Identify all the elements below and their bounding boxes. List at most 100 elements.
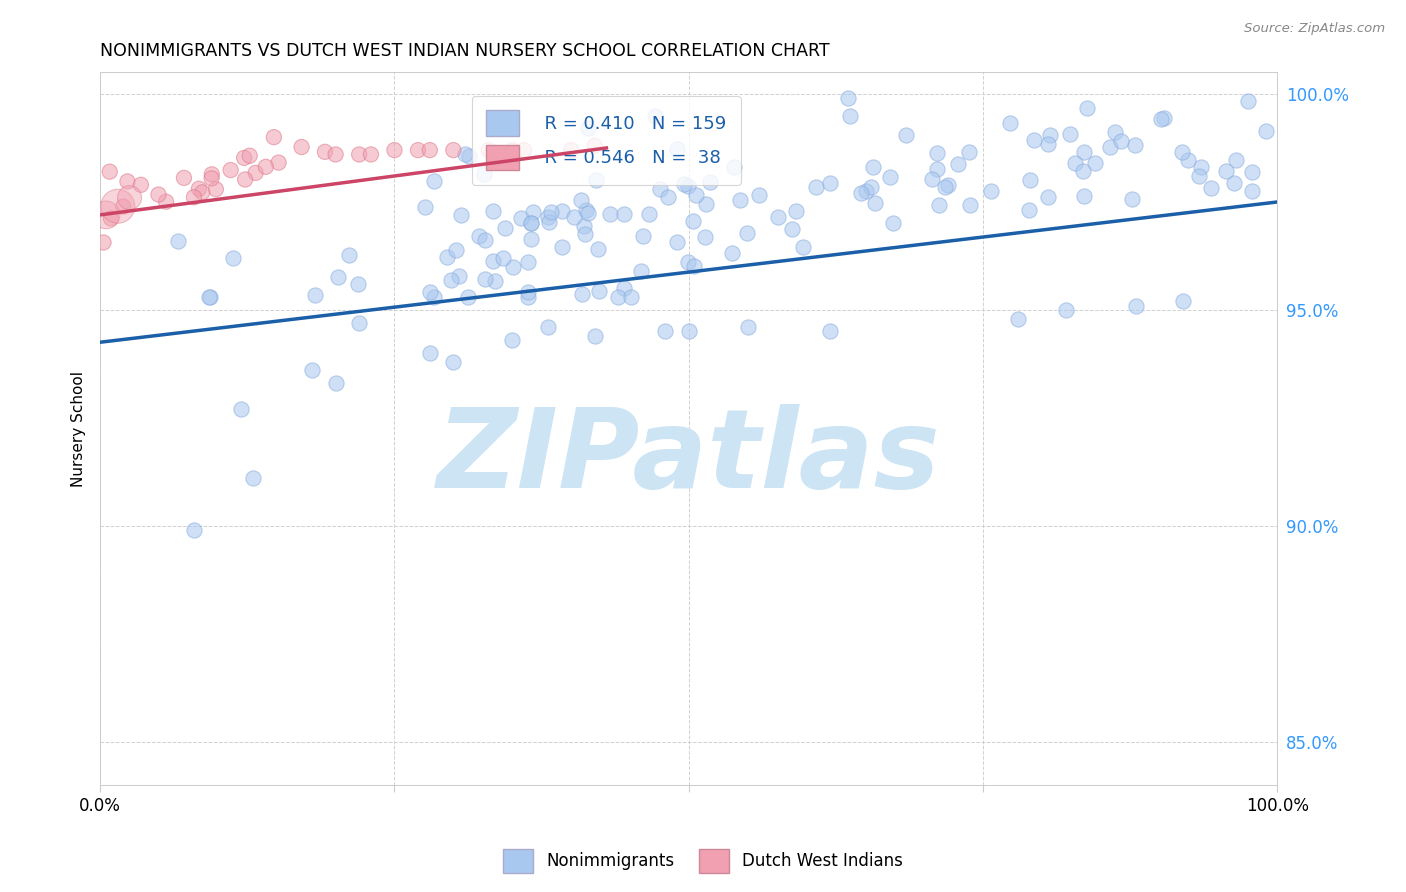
Point xyxy=(1039,128,1062,142)
Point xyxy=(925,145,948,160)
Point xyxy=(1173,294,1195,309)
Point xyxy=(447,269,470,284)
Point xyxy=(648,182,671,196)
Point xyxy=(894,128,917,142)
Point xyxy=(510,211,533,225)
Point xyxy=(520,216,543,230)
Point xyxy=(574,227,596,241)
Point xyxy=(468,229,491,244)
Point xyxy=(607,290,630,304)
Point xyxy=(588,284,610,298)
Point xyxy=(107,199,129,213)
Point xyxy=(472,167,495,181)
Point xyxy=(657,190,679,204)
Point xyxy=(638,207,661,221)
Point xyxy=(599,207,621,221)
Point xyxy=(837,91,859,105)
Point xyxy=(921,172,943,186)
Point xyxy=(100,211,122,226)
Point xyxy=(695,197,717,211)
Point xyxy=(551,204,574,219)
Point xyxy=(560,143,582,157)
Point xyxy=(239,149,262,163)
Point xyxy=(562,210,585,224)
Point xyxy=(419,285,441,299)
Point xyxy=(222,251,245,265)
Point xyxy=(441,354,464,368)
Point xyxy=(200,290,222,304)
Point xyxy=(569,194,592,208)
Point xyxy=(482,254,505,268)
Point xyxy=(676,178,699,193)
Point xyxy=(1007,311,1029,326)
Point xyxy=(520,216,543,230)
Point xyxy=(187,182,209,196)
Point xyxy=(536,320,558,334)
Point xyxy=(576,206,599,220)
Point xyxy=(474,272,496,286)
Point xyxy=(785,203,807,218)
Point xyxy=(862,161,884,175)
Point xyxy=(1036,136,1059,151)
Point xyxy=(980,184,1002,198)
Point xyxy=(613,207,636,221)
Point xyxy=(957,145,980,159)
Point xyxy=(492,252,515,266)
Point xyxy=(583,328,606,343)
Point xyxy=(1171,145,1194,160)
Point xyxy=(457,289,479,303)
Point xyxy=(339,248,361,262)
Point xyxy=(513,143,536,157)
Point xyxy=(818,176,841,190)
Text: NONIMMIGRANTS VS DUTCH WEST INDIAN NURSERY SCHOOL CORRELATION CHART: NONIMMIGRANTS VS DUTCH WEST INDIAN NURSE… xyxy=(100,42,830,60)
Point xyxy=(572,219,595,233)
Point xyxy=(1076,101,1098,115)
Point xyxy=(1054,302,1077,317)
Point xyxy=(191,186,214,200)
Point xyxy=(1073,188,1095,202)
Point xyxy=(792,239,814,253)
Point xyxy=(1223,176,1246,190)
Point xyxy=(723,160,745,174)
Point xyxy=(201,167,224,181)
Legend:   R = 0.410   N = 159,   R = 0.546   N =  38: R = 0.410 N = 159, R = 0.546 N = 38 xyxy=(472,95,741,185)
Point xyxy=(748,187,770,202)
Point xyxy=(301,363,323,377)
Point xyxy=(537,210,560,224)
Point xyxy=(682,213,704,227)
Point xyxy=(585,172,607,186)
Point xyxy=(1059,127,1081,141)
Point xyxy=(441,143,464,157)
Point xyxy=(517,254,540,268)
Point xyxy=(263,130,285,145)
Point xyxy=(474,233,496,247)
Point xyxy=(583,138,606,153)
Point xyxy=(766,210,789,224)
Point xyxy=(928,198,950,212)
Point xyxy=(129,178,152,192)
Point xyxy=(267,155,290,169)
Point xyxy=(458,149,481,163)
Point xyxy=(1189,160,1212,174)
Point xyxy=(148,187,170,202)
Point xyxy=(630,264,652,278)
Point xyxy=(520,232,543,246)
Point xyxy=(360,147,382,161)
Point xyxy=(613,280,636,294)
Point xyxy=(1225,153,1247,167)
Point xyxy=(685,188,707,202)
Point xyxy=(927,162,949,177)
Point xyxy=(436,250,458,264)
Point xyxy=(571,286,593,301)
Point xyxy=(631,229,654,244)
Point xyxy=(1121,192,1143,206)
Point xyxy=(699,175,721,189)
Point xyxy=(1018,203,1040,218)
Point xyxy=(1038,190,1060,204)
Point xyxy=(1104,125,1126,139)
Point xyxy=(478,143,501,157)
Point xyxy=(245,166,267,180)
Point xyxy=(1019,173,1042,187)
Point xyxy=(735,226,758,240)
Point xyxy=(501,333,523,347)
